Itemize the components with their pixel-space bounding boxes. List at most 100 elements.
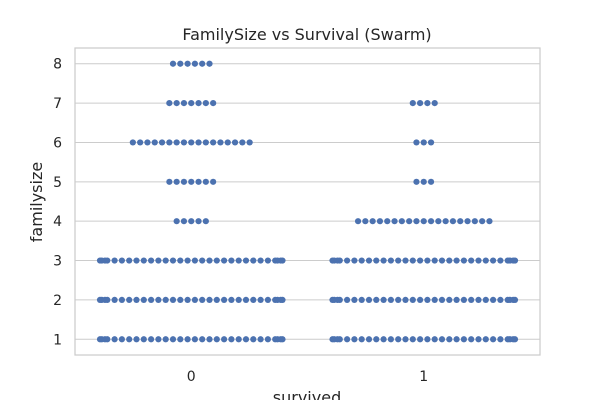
data-point (482, 336, 489, 343)
data-point (199, 257, 206, 264)
data-point (169, 60, 177, 67)
x-axis-label: survived (273, 388, 341, 400)
data-point (358, 296, 365, 303)
data-point (173, 139, 180, 146)
y-axis-label: familysize (27, 162, 46, 242)
data-point (497, 296, 504, 303)
data-point (446, 257, 453, 264)
data-point (111, 257, 118, 264)
data-point (376, 218, 384, 225)
data-point (506, 296, 514, 303)
data-point (431, 257, 438, 264)
y-tick-label: 1 (53, 332, 62, 348)
data-point (195, 218, 202, 225)
data-point (417, 336, 424, 343)
data-point (406, 218, 413, 225)
data-point (188, 139, 195, 146)
data-point (365, 336, 373, 343)
data-point (166, 139, 173, 146)
data-point (140, 296, 147, 303)
data-point (206, 257, 213, 264)
data-point (195, 100, 202, 107)
data-point (155, 257, 162, 264)
data-point (228, 336, 235, 343)
data-point (195, 178, 202, 185)
data-point (184, 60, 191, 67)
y-tick-label: 5 (53, 175, 62, 191)
x-tick-label: 0 (187, 369, 196, 385)
data-point (334, 296, 341, 303)
data-point (101, 296, 109, 303)
data-point (111, 296, 118, 303)
data-point (409, 296, 416, 303)
data-point (169, 336, 177, 343)
y-tick-labels: 1 2 3 4 5 6 7 8 (53, 57, 62, 349)
data-point (424, 336, 431, 343)
data-point (257, 336, 264, 343)
data-point (199, 296, 206, 303)
data-point (118, 296, 125, 303)
data-point (169, 257, 177, 264)
data-point (274, 336, 281, 343)
data-point (442, 218, 449, 225)
data-point (380, 336, 387, 343)
data-point (497, 336, 504, 343)
data-point (490, 296, 497, 303)
data-point (365, 257, 373, 264)
data-point (140, 257, 147, 264)
data-point (188, 178, 195, 185)
data-point (137, 139, 144, 146)
data-point (199, 60, 206, 67)
data-point (413, 178, 420, 185)
data-point (221, 336, 228, 343)
data-point (424, 257, 431, 264)
data-point (177, 60, 184, 67)
data-point (482, 257, 489, 264)
data-point (188, 218, 195, 225)
data-point (351, 296, 358, 303)
data-point (133, 257, 140, 264)
data-point (111, 336, 118, 343)
data-point (506, 257, 514, 264)
data-point (126, 336, 133, 343)
data-point (235, 296, 242, 303)
data-point (210, 178, 217, 185)
data-point (126, 296, 133, 303)
data-point (409, 257, 416, 264)
data-point (373, 296, 380, 303)
data-point (264, 296, 271, 303)
data-point (460, 336, 467, 343)
data-point (228, 257, 235, 264)
data-point (471, 218, 478, 225)
data-point (369, 218, 376, 225)
data-point (210, 139, 217, 146)
plot-frame (74, 47, 541, 356)
data-point (468, 296, 475, 303)
data-point (395, 257, 402, 264)
data-point (191, 257, 198, 264)
data-point (334, 257, 341, 264)
data-point (427, 139, 435, 146)
data-point (257, 296, 264, 303)
data-point (384, 218, 391, 225)
data-point (148, 336, 155, 343)
data-point (344, 257, 351, 264)
data-point (166, 100, 173, 107)
data-point (173, 218, 180, 225)
data-point (213, 296, 220, 303)
data-point (162, 336, 169, 343)
data-point (242, 336, 250, 343)
data-point (217, 139, 224, 146)
data-point (191, 336, 198, 343)
x-tick-label: 1 (419, 369, 428, 385)
data-point (446, 336, 453, 343)
data-point (169, 296, 177, 303)
data-point (250, 296, 257, 303)
data-point (431, 296, 438, 303)
data-point (242, 257, 250, 264)
data-point (417, 100, 424, 107)
data-point (402, 336, 409, 343)
data-point (148, 296, 155, 303)
data-point (206, 336, 213, 343)
